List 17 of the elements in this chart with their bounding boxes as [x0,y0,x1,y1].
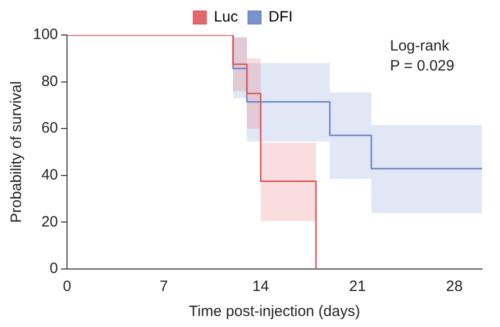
legend-label: Luc [214,8,239,26]
x-tick-label: 7 [160,278,168,296]
x-tick-label: 28 [446,278,463,296]
y-axis-title: Probability of survival [8,81,26,223]
legend-label: DFI [268,8,293,26]
annotation: Log-rank [390,38,450,55]
y-tick-label: 20 [41,213,58,230]
y-tick-label: 80 [41,72,58,90]
y-tick-label: 0 [50,260,58,278]
x-tick-label: 21 [349,278,366,296]
y-tick-label: 40 [41,166,58,184]
x-tick-label: 14 [252,278,270,296]
x-axis-title: Time post-injection (days) [188,303,360,320]
x-tick-label: 0 [62,278,72,296]
annotation: P = 0.029 [390,58,454,75]
y-tick-label: 60 [41,120,58,137]
y-tick-label: 100 [32,26,58,44]
